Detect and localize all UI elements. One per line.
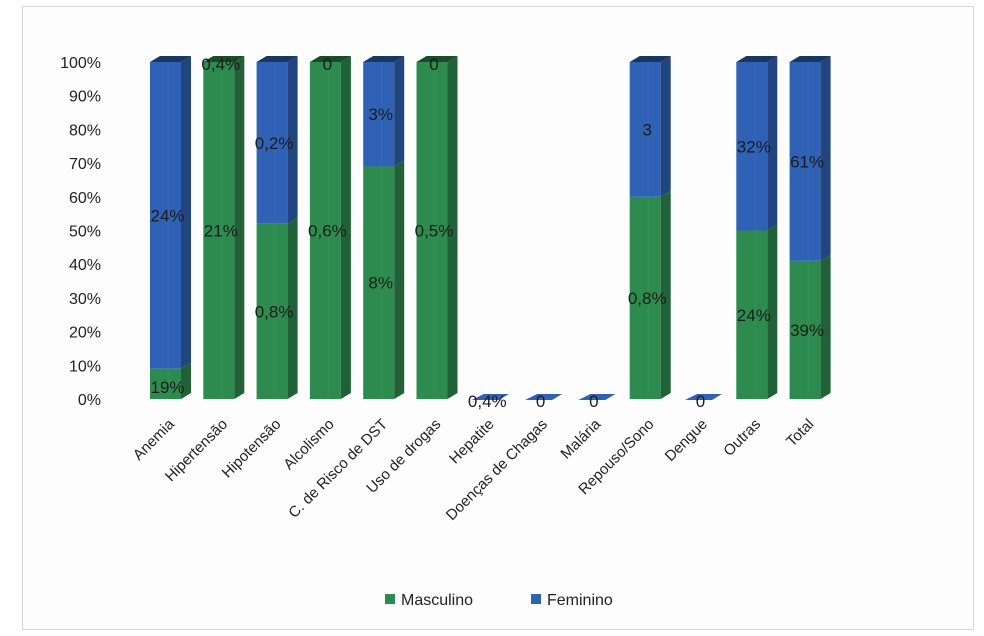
bar-zero-cap — [471, 394, 509, 400]
bar-zero-cap — [578, 394, 616, 400]
legend-swatch — [531, 594, 541, 604]
bar-segment-feminino — [363, 56, 405, 167]
data-label-masculino: 0,8% — [628, 289, 667, 308]
data-label-masculino: 0 — [589, 392, 598, 411]
data-label-feminino: 0,2% — [255, 134, 294, 153]
category-label: Anemia — [130, 415, 178, 463]
bar-zero-cap — [685, 394, 722, 400]
y-tick-label: 100% — [60, 55, 101, 72]
y-tick-label: 30% — [69, 291, 101, 308]
data-label-feminino: 61% — [790, 152, 824, 171]
data-label-masculino: 8% — [368, 274, 393, 293]
category-label: Total — [783, 416, 817, 450]
data-label-masculino: 0,4% — [468, 392, 507, 411]
category-label: Dengue — [662, 416, 711, 465]
bar-segment-feminino — [629, 56, 671, 197]
bar-zero-cap — [525, 394, 563, 400]
bar-top-cap — [789, 56, 831, 62]
data-label-masculino: 39% — [790, 321, 824, 340]
bar-top-cap — [203, 56, 245, 62]
chart-frame: 0% 10% 20% 30% 40% 50% 60% 70% 80% 90% 100% 19% 24%… — [22, 6, 974, 630]
bar-top-cap — [629, 56, 671, 62]
bar-top-cap — [363, 56, 405, 62]
category-label: Doenças de Chagas — [443, 416, 551, 524]
bar-segment-masculino — [203, 56, 245, 399]
bar-top-cap — [256, 56, 298, 62]
y-tick-label: 40% — [69, 257, 101, 274]
bar-segment-masculino — [363, 160, 405, 399]
bar-segment-masculino — [736, 224, 778, 399]
bar-segment-feminino — [736, 56, 778, 231]
y-tick-label: 60% — [69, 190, 101, 207]
legend-item-feminino: Feminino — [531, 592, 613, 609]
data-label-masculino: 0 — [696, 392, 705, 411]
legend-label: Masculino — [401, 592, 473, 609]
bar-segment-feminino — [150, 56, 191, 369]
data-label-masculino: 0,6% — [308, 222, 347, 241]
legend-label: Feminino — [547, 592, 613, 609]
bar-top-cap — [416, 56, 458, 62]
legend-item-masculino: Masculino — [385, 592, 473, 609]
data-label-masculino: 19% — [150, 378, 184, 397]
y-tick-label: 0% — [78, 392, 101, 409]
bar-segment-feminino — [789, 56, 831, 261]
bar-top-cap — [150, 56, 191, 62]
data-label-masculino: 21% — [204, 222, 238, 241]
y-tick-label: 70% — [69, 156, 101, 173]
y-tick-label: 10% — [69, 358, 101, 375]
y-tick-label: 20% — [69, 325, 101, 342]
category-label: C. de Risco de DST — [285, 416, 391, 522]
bar-segment-masculino — [256, 217, 298, 399]
bar-top-cap — [309, 56, 351, 62]
data-label-feminino: 0,4% — [201, 55, 240, 74]
data-label-masculino: 0 — [536, 392, 545, 411]
data-label-feminino: 3 — [642, 120, 651, 139]
bar-segment-feminino — [256, 56, 298, 224]
stacked-bar-chart: 0% 10% 20% 30% 40% 50% 60% 70% 80% 90% 100% 19% 24%… — [60, 55, 831, 609]
data-label-masculino: 0,8% — [255, 302, 294, 321]
data-label-feminino: 24% — [150, 206, 184, 225]
bar-segment-masculino — [416, 56, 458, 399]
data-label-feminino: 32% — [737, 137, 771, 156]
bar-segment-masculino — [629, 190, 671, 399]
category-label: Hepatite — [446, 416, 498, 468]
data-label-feminino: 3% — [368, 105, 393, 124]
y-tick-label: 50% — [69, 224, 101, 241]
data-label-masculino: 0,5% — [415, 222, 454, 241]
y-tick-label: 90% — [69, 89, 101, 106]
category-label: Malária — [557, 415, 604, 462]
bar-segment-masculino — [789, 254, 831, 399]
bar-segment-masculino — [309, 56, 351, 399]
bar-segment-masculino — [150, 362, 191, 399]
category-label: Outras — [720, 416, 764, 460]
legend-swatch — [385, 594, 395, 604]
data-label-feminino: 0 — [429, 55, 438, 74]
bar-top-cap — [736, 56, 778, 62]
data-label-feminino: 0 — [323, 55, 332, 74]
data-label-masculino: 24% — [737, 306, 771, 325]
y-tick-label: 80% — [69, 122, 101, 139]
